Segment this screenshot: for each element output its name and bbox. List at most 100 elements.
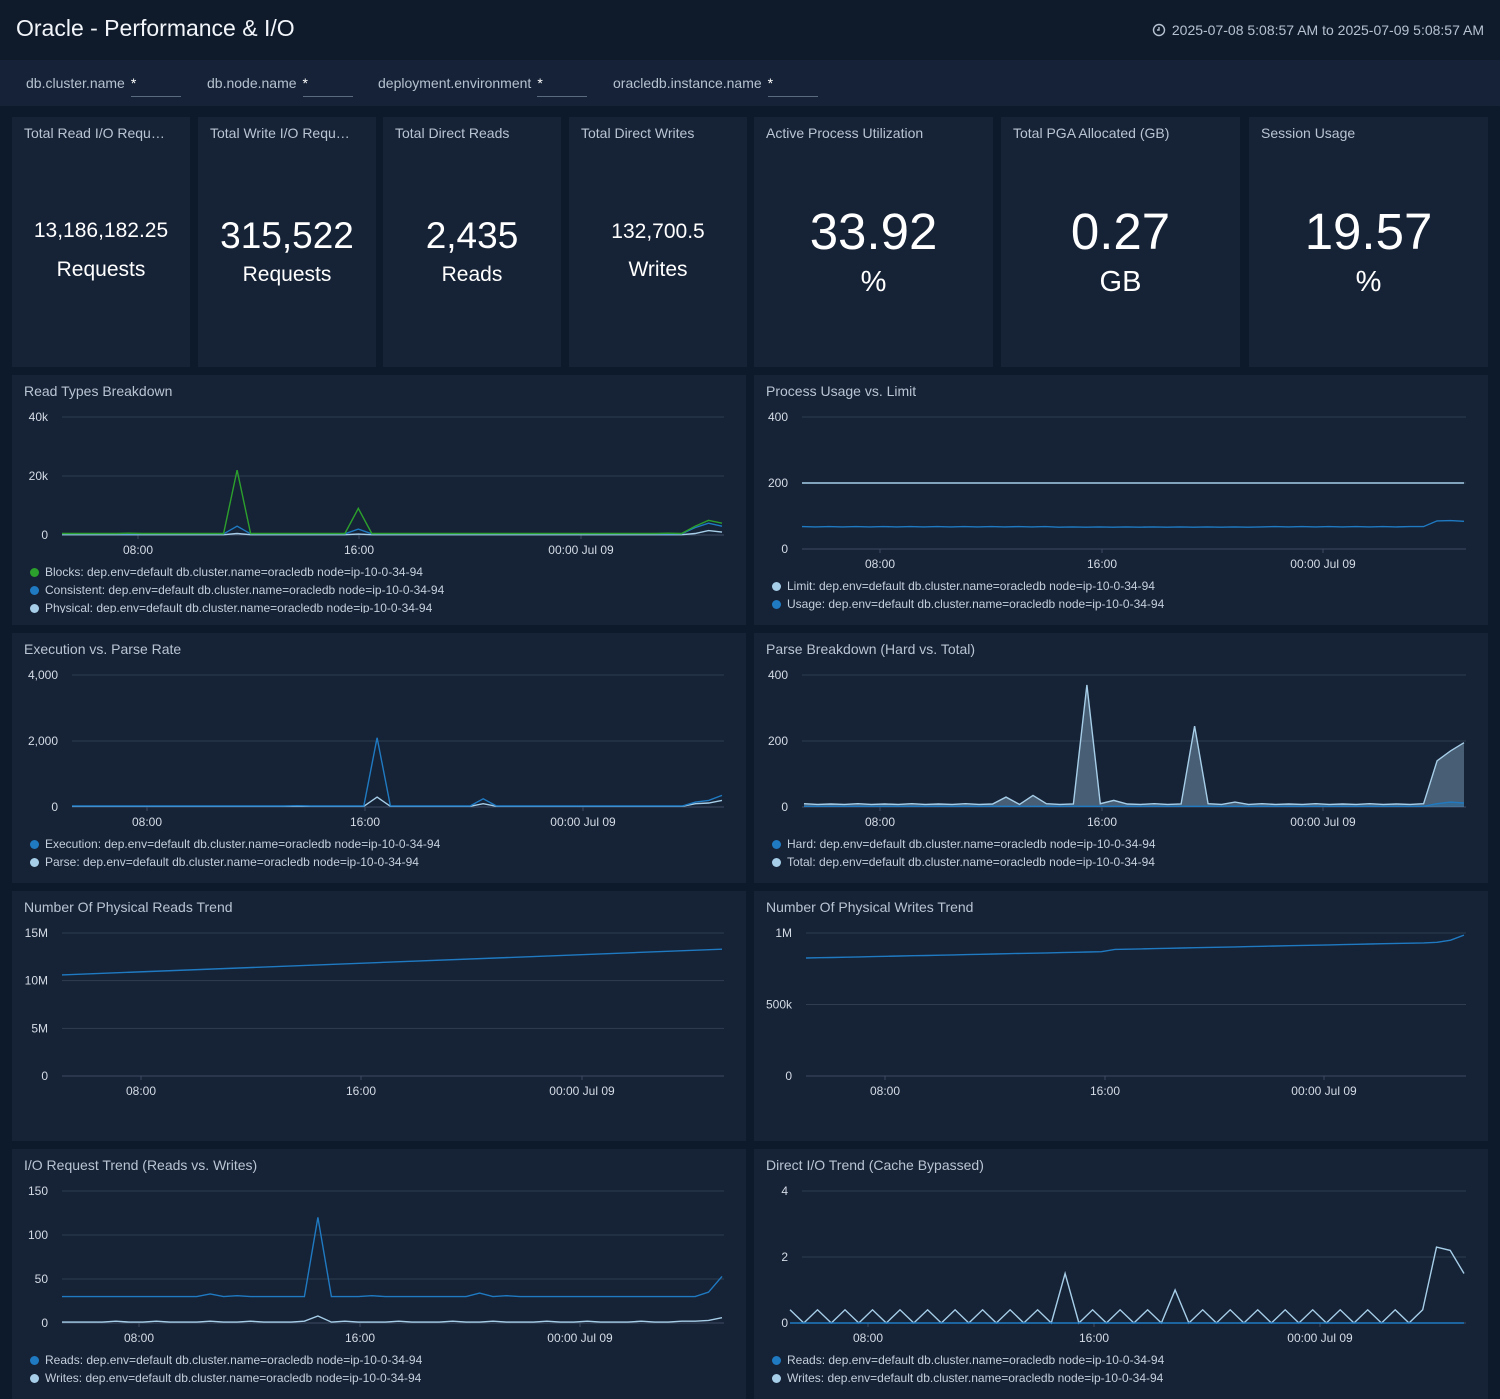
filter-cluster-name[interactable]: db.cluster.name * (26, 75, 181, 97)
chart-read-types-breakdown[interactable]: Read Types Breakdown 0 20k 40k 08:00 16:00 00… (12, 375, 746, 625)
filter-instance-name[interactable]: oracledb.instance.name * (613, 75, 818, 97)
stat-total-write-io-requests[interactable]: Total Write I/O Requ… 315,522 Requests (198, 117, 376, 367)
stat-total-pga-allocated[interactable]: Total PGA Allocated (GB) 0.27 GB (1001, 117, 1240, 367)
chart-process-usage-vs-limit[interactable]: Process Usage vs. Limit 0 200 400 08:00 16:0… (754, 375, 1488, 625)
x-tick-label: 00:00 Jul 09 (550, 815, 616, 829)
legend-item[interactable]: Hard: dep.env=default db.cluster.name=or… (772, 835, 1156, 853)
panel-title: Total Direct Writes (581, 125, 695, 141)
legend-item[interactable]: Parse: dep.env=default db.cluster.name=o… (30, 853, 440, 871)
stat-value: 2,435 (425, 215, 519, 256)
x-tick-label: 08:00 (865, 815, 895, 829)
x-tick-label: 08:00 (132, 815, 162, 829)
legend-item[interactable]: Limit: dep.env=default db.cluster.name=o… (772, 577, 1164, 595)
physical-writes-plot: 0 500k 1M 08:00 16:00 00:00 Jul 09 (766, 926, 1466, 1098)
series-line (72, 737, 723, 807)
dashboard-title: Oracle - Performance & I/O (16, 15, 295, 41)
series-line (805, 934, 1465, 959)
x-tick-label: 00:00 Jul 09 (1290, 815, 1356, 829)
series-line (801, 519, 1465, 528)
filter-label: deployment.environment (378, 75, 532, 91)
legend-swatch (30, 567, 39, 577)
legend-item[interactable]: Reads: dep.env=default db.cluster.name=o… (772, 1351, 1164, 1369)
stat-value: 19.57 (1304, 203, 1433, 260)
y-tick-label: 15M (25, 926, 48, 940)
chart-execution-vs-parse-rate[interactable]: Execution vs. Parse Rate 0 2,000 4,000 08:0… (12, 633, 746, 883)
dashboard-header: Oracle - Performance & I/O 2025-07-08 5:… (0, 0, 1500, 60)
legend-label: Consistent: dep.env=default db.cluster.n… (45, 583, 445, 597)
stat-unit: Requests (56, 258, 146, 281)
chart-direct-io-trend[interactable]: Direct I/O Trend (Cache Bypassed) 0 2 4 08:… (754, 1149, 1488, 1399)
filter-value[interactable]: * (130, 75, 181, 97)
chart-physical-writes-trend[interactable]: Number Of Physical Writes Trend 0 500k 1M 0… (754, 891, 1488, 1141)
time-range-picker[interactable]: 2025-07-08 5:08:57 AM to 2025-07-09 5:08… (1152, 22, 1484, 38)
legend-label: Hard: dep.env=default db.cluster.name=or… (787, 837, 1156, 851)
filter-node-name[interactable]: db.node.name * (207, 75, 353, 97)
stat-value: 315,522 (220, 215, 354, 256)
legend-item[interactable]: Consistent: dep.env=default db.cluster.n… (30, 581, 444, 599)
legend-swatch (30, 1373, 39, 1383)
x-tick-label: 16:00 (1090, 1084, 1120, 1098)
y-tick-label: 50 (35, 1272, 49, 1286)
execution-parse-plot: 0 2,000 4,000 08:00 16:00 00:00 Jul 09 (28, 668, 724, 829)
filter-label: db.cluster.name (26, 75, 125, 91)
chart-physical-reads-trend[interactable]: Number Of Physical Reads Trend 0 5M 10M 15M… (12, 891, 746, 1141)
y-tick-label: 200 (768, 476, 788, 490)
x-tick-label: 00:00 Jul 09 (1290, 557, 1356, 571)
filter-value[interactable]: * (302, 75, 353, 97)
panel-title: Total Write I/O Requ… (210, 125, 350, 141)
filter-deployment-environment[interactable]: deployment.environment * (378, 75, 588, 97)
legend-item[interactable]: Reads: dep.env=default db.cluster.name=o… (30, 1351, 422, 1369)
legend-label: Total: dep.env=default db.cluster.name=o… (787, 855, 1155, 869)
filter-value[interactable]: * (537, 75, 588, 97)
stat-total-direct-reads[interactable]: Total Direct Reads 2,435 Reads (383, 117, 561, 367)
x-tick-label: 08:00 (865, 557, 895, 571)
chart-legend: Limit: dep.env=default db.cluster.name=o… (772, 577, 1164, 615)
legend-item[interactable]: Writes: dep.env=default db.cluster.name=… (772, 1369, 1164, 1387)
y-tick-label: 0 (51, 800, 58, 814)
legend-item[interactable]: Physical: dep.env=default db.cluster.nam… (30, 599, 444, 613)
x-tick-label: 08:00 (123, 543, 153, 557)
stat-value: 33.92 (809, 203, 938, 260)
y-tick-label: 0 (41, 1069, 48, 1083)
series-line (62, 1315, 723, 1323)
y-tick-label: 0 (781, 800, 788, 814)
chart-legend: Execution: dep.env=default db.cluster.na… (30, 835, 440, 873)
chart-parse-breakdown[interactable]: Parse Breakdown (Hard vs. Total) 0 200 400… (754, 633, 1488, 883)
y-tick-label: 400 (768, 668, 788, 682)
series-line (61, 948, 723, 976)
legend-item[interactable]: Execution: dep.env=default db.cluster.na… (30, 835, 440, 853)
chart-legend: Hard: dep.env=default db.cluster.name=or… (772, 835, 1156, 873)
filter-label: db.node.name (207, 75, 297, 91)
stat-total-direct-writes[interactable]: Total Direct Writes 132,700.5 Writes (569, 117, 747, 367)
stat-active-process-utilization[interactable]: Active Process Utilization 33.92 % (754, 117, 993, 367)
y-tick-label: 2 (781, 1250, 788, 1264)
x-tick-label: 16:00 (346, 1084, 376, 1098)
y-tick-label: 2,000 (28, 734, 58, 748)
filter-value[interactable]: * (767, 75, 818, 97)
x-tick-label: 00:00 Jul 09 (1291, 1084, 1357, 1098)
stat-total-read-io-requests[interactable]: Total Read I/O Requ… 13,186,182.25 Reque… (12, 117, 190, 367)
filter-label: oracledb.instance.name (613, 75, 762, 91)
y-tick-label: 0 (785, 1069, 792, 1083)
legend-item[interactable]: Usage: dep.env=default db.cluster.name=o… (772, 595, 1164, 613)
legend-item[interactable]: Writes: dep.env=default db.cluster.name=… (30, 1369, 422, 1387)
stat-session-usage[interactable]: Session Usage 19.57 % (1249, 117, 1488, 367)
series-line (62, 1217, 723, 1298)
legend-item[interactable]: Blocks: dep.env=default db.cluster.name=… (30, 563, 444, 581)
series-line (62, 529, 723, 536)
x-tick-label: 08:00 (124, 1331, 154, 1345)
stat-unit: GB (1099, 266, 1142, 298)
y-tick-label: 5M (31, 1021, 48, 1035)
x-tick-label: 16:00 (344, 543, 374, 557)
y-tick-label: 100 (28, 1228, 48, 1242)
legend-item[interactable]: Total: dep.env=default db.cluster.name=o… (772, 853, 1156, 871)
chart-io-request-trend[interactable]: I/O Request Trend (Reads vs. Writes) 0 50… (12, 1149, 746, 1399)
series-area (804, 684, 1464, 807)
read-types-plot: 0 20k 40k 08:00 16:00 00:00 Jul 09 (29, 410, 724, 557)
y-tick-label: 40k (29, 410, 49, 424)
x-tick-label: 16:00 (345, 1331, 375, 1345)
direct-io-plot: 0 2 4 08:00 16:00 00:00 Jul 09 (781, 1184, 1466, 1345)
series-line (62, 469, 723, 535)
filter-bar: db.cluster.name * db.node.name * deploym… (0, 60, 1500, 106)
y-tick-label: 20k (29, 469, 49, 483)
